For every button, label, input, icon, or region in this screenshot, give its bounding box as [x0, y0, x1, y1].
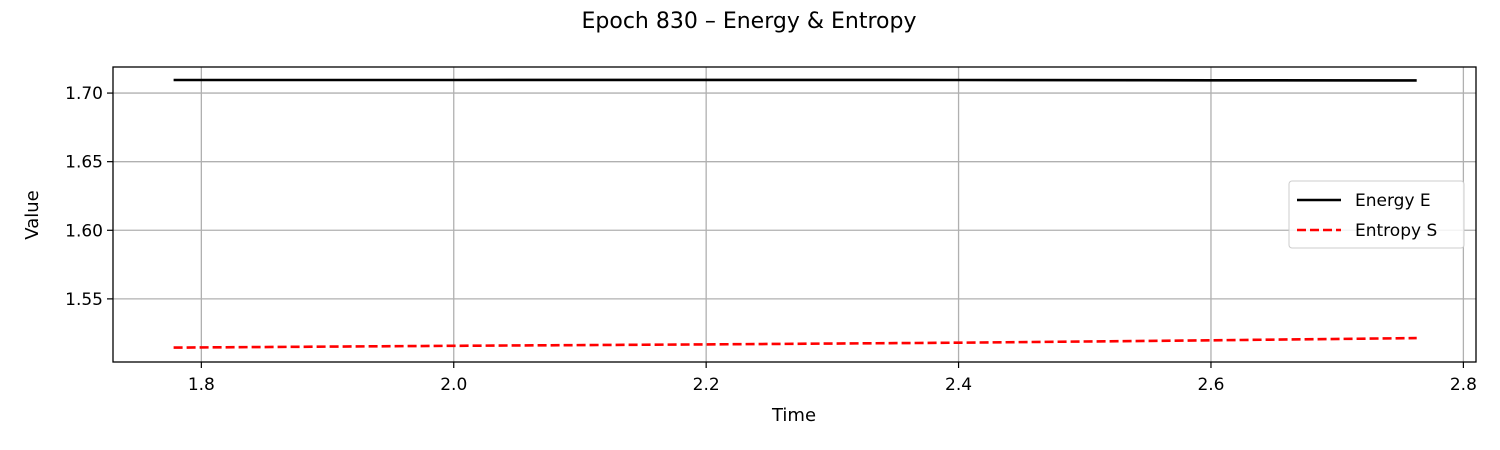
- x-tick-label: 1.8: [188, 375, 215, 395]
- x-tick-label: 2.8: [1450, 375, 1477, 395]
- legend-box: [1288, 180, 1465, 249]
- y-tick-label: 1.55: [65, 290, 103, 310]
- series-line-energy: [173, 78, 1417, 82]
- ticks: 1.8 2.0 2.2 2.4 2.6 2.8 1.55 1.60 1.65 1.70: [65, 84, 1477, 395]
- y-tick-label: 1.65: [65, 153, 103, 173]
- legend-label-energy: Energy E: [1355, 191, 1431, 211]
- legend: Energy E Entropy S: [1288, 180, 1465, 249]
- x-axis-label: Time: [771, 405, 816, 426]
- x-tick-label: 2.4: [945, 375, 972, 395]
- x-tick-label: 2.2: [693, 375, 720, 395]
- y-axis-label: Value: [22, 190, 43, 239]
- y-tick-label: 1.70: [65, 84, 103, 104]
- plot-frame: [112, 66, 1477, 363]
- plot-series: [173, 78, 1417, 349]
- series-line-entropy: [173, 336, 1417, 349]
- legend-label-entropy: Entropy S: [1355, 221, 1437, 241]
- x-tick-label: 2.0: [440, 375, 467, 395]
- x-tick-label: 2.6: [1197, 375, 1224, 395]
- y-tick-label: 1.60: [65, 221, 103, 241]
- grid: [113, 67, 1476, 362]
- chart-title: Epoch 830 – Energy & Entropy: [582, 9, 917, 34]
